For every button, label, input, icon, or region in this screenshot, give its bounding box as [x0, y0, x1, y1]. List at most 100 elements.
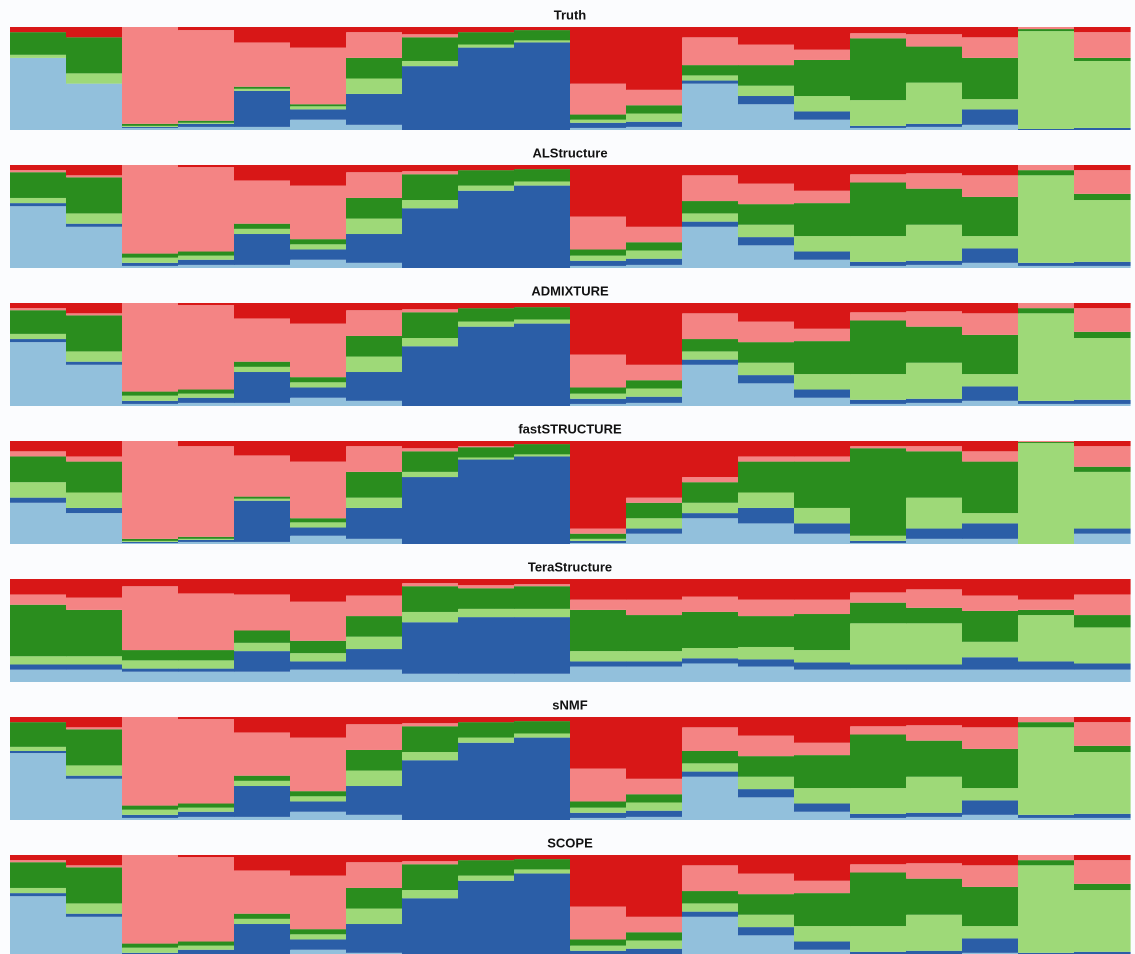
bar-segment [906, 188, 963, 225]
panel-title: ADMIXTURE [531, 283, 609, 298]
bar-segment [346, 538, 403, 544]
bar-segment [794, 203, 851, 237]
bar-segment [514, 165, 571, 170]
bar-segment [1074, 446, 1131, 467]
bar-segment [122, 541, 179, 543]
bar-segment [66, 867, 123, 904]
bar-segment [234, 455, 291, 497]
bar-segment [570, 609, 627, 652]
bar-segment [1018, 441, 1075, 443]
bar-segment [738, 616, 795, 647]
bar-segment [794, 374, 851, 390]
bar-segment [1074, 441, 1131, 447]
bar-segment [962, 124, 1019, 130]
bar-segment [1074, 32, 1131, 58]
bar-segment [850, 261, 907, 266]
bar-segment [234, 441, 291, 456]
bar-segment [962, 717, 1019, 728]
bar-segment [1074, 528, 1131, 534]
bar-segment [626, 502, 683, 519]
bar-segment [850, 441, 907, 447]
bar-segment [290, 801, 347, 812]
bar-segment [346, 165, 403, 173]
bar-segment [626, 165, 683, 227]
bar-segment [626, 528, 683, 534]
bar-segment [1074, 265, 1131, 268]
bar-segment [850, 265, 907, 268]
bar-segment [514, 733, 571, 738]
bar-segment [738, 183, 795, 205]
bar-segment [962, 788, 1019, 801]
bar-segment [290, 382, 347, 388]
bar-segment [850, 100, 907, 126]
bar-segment [10, 57, 67, 130]
bar-segment [682, 441, 739, 478]
bar-segment [234, 913, 291, 919]
bar-segment [906, 46, 963, 83]
bar-segment [570, 661, 627, 667]
bar-segment [234, 318, 291, 362]
bar-segment [178, 126, 235, 130]
bar-segment [682, 596, 739, 612]
bar-segment [682, 579, 739, 597]
panel: sNMF [10, 697, 1131, 820]
bar-segment [794, 669, 851, 682]
bar-segment [346, 172, 403, 198]
bar-segment [122, 303, 179, 392]
bar-segment [850, 855, 907, 865]
bar-segment [346, 356, 403, 373]
bar-segment [962, 657, 1019, 670]
bar-segment [514, 30, 571, 41]
bar-segment [1018, 303, 1075, 309]
bar-segment [234, 180, 291, 224]
bar-segment [850, 734, 907, 789]
bar-segment [10, 855, 67, 861]
bar-segment [514, 586, 571, 609]
bar-segment [10, 594, 67, 605]
bar-segment [906, 362, 963, 399]
bar-segment [290, 303, 347, 324]
bar-segment [10, 482, 67, 498]
bar-segment [1074, 399, 1131, 404]
bar-segment [10, 32, 67, 55]
bar-segment [682, 339, 739, 352]
bar-segment [458, 185, 515, 191]
bar-segment [1074, 817, 1131, 820]
bar-segment [794, 926, 851, 942]
bar-segment [458, 303, 515, 309]
bar-segment [738, 383, 795, 406]
bar-segment [178, 593, 235, 651]
bar-segment [458, 165, 515, 171]
bar-segment [122, 400, 179, 404]
bar-segment [906, 776, 963, 813]
bar-segment [458, 447, 515, 458]
bar-segment [682, 364, 739, 406]
bar-segment [794, 303, 851, 329]
bar-segment [1074, 722, 1131, 746]
bar-segment [570, 768, 627, 802]
bar-segment [738, 85, 795, 97]
bar-segment [234, 165, 291, 181]
bar-segment [738, 776, 795, 790]
bar-segment [906, 82, 963, 124]
bar-segment [234, 717, 291, 733]
bar-segment [1074, 403, 1131, 406]
bar-segment [402, 441, 459, 449]
bar-segment [626, 126, 683, 130]
bar-segment [1074, 331, 1131, 339]
bar-segment [458, 875, 515, 881]
bar-segment [514, 584, 571, 587]
bar-segment [290, 929, 347, 935]
bar-segment [626, 441, 683, 498]
panel-title: SCOPE [547, 835, 593, 850]
bar-segment [738, 797, 795, 820]
bar-segment [402, 165, 459, 172]
bar-segment [626, 250, 683, 259]
bar-segment [178, 30, 235, 121]
bar-segment [402, 760, 459, 820]
bar-segment [1018, 31, 1075, 129]
bar-segment [290, 791, 347, 797]
bar-segment [10, 308, 67, 311]
bar-segment [458, 308, 515, 322]
bar-segment [66, 656, 123, 665]
